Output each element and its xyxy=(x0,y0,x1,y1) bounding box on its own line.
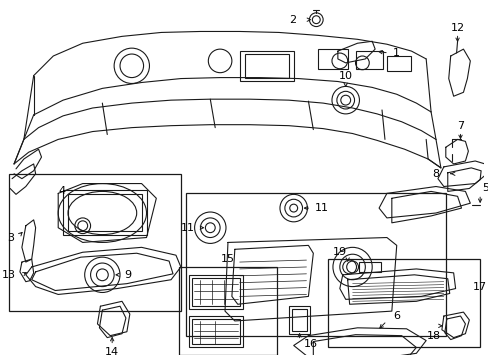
Text: 1: 1 xyxy=(392,48,399,58)
Bar xyxy=(191,319,239,345)
Text: 7: 7 xyxy=(456,121,463,131)
Text: 4: 4 xyxy=(58,186,65,197)
Text: 13: 13 xyxy=(2,270,16,280)
Text: 18: 18 xyxy=(426,330,440,341)
Text: 14: 14 xyxy=(105,347,119,357)
Text: 2: 2 xyxy=(289,15,296,25)
Text: 6: 6 xyxy=(392,311,399,321)
Text: 12: 12 xyxy=(449,23,464,32)
Text: 10: 10 xyxy=(338,71,352,81)
Bar xyxy=(185,193,445,336)
Bar xyxy=(9,174,181,311)
Bar xyxy=(239,51,293,81)
Text: 11: 11 xyxy=(315,203,328,213)
Bar xyxy=(63,190,146,235)
Text: 3: 3 xyxy=(7,233,14,243)
Bar xyxy=(68,194,142,231)
Bar xyxy=(386,56,410,71)
Bar xyxy=(188,275,242,309)
Text: 5: 5 xyxy=(481,184,488,193)
Bar xyxy=(318,49,347,69)
Bar xyxy=(355,51,382,69)
Text: 15: 15 xyxy=(221,254,234,264)
Bar xyxy=(188,316,242,347)
Bar xyxy=(244,54,288,78)
Bar xyxy=(291,309,307,331)
Bar xyxy=(191,278,239,306)
Text: 11: 11 xyxy=(180,223,194,233)
Bar xyxy=(288,306,310,334)
Text: 19: 19 xyxy=(332,247,346,257)
Text: 16: 16 xyxy=(303,338,317,348)
Bar xyxy=(327,259,479,347)
Bar xyxy=(359,262,380,272)
Text: 9: 9 xyxy=(123,270,131,280)
Text: 8: 8 xyxy=(431,169,438,179)
Bar xyxy=(179,267,277,355)
Text: 17: 17 xyxy=(472,282,486,292)
